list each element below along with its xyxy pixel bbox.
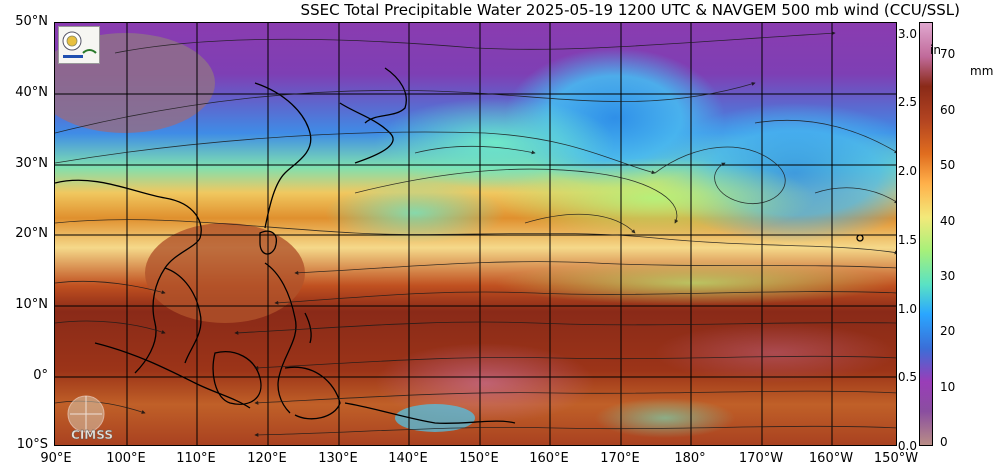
tpw-colorbar	[919, 22, 933, 446]
lat-label-10s: 10°S	[16, 437, 48, 452]
lon-label-150e: 150°E	[459, 451, 499, 466]
lon-label-160w: 160°W	[808, 451, 854, 466]
tpw-map-svg	[55, 23, 896, 445]
lon-label-180: 180°	[674, 451, 706, 466]
mm-tick-40: 40	[940, 214, 956, 228]
map-title: SSEC Total Precipitable Water 2025-05-19…	[300, 1, 960, 19]
lon-label-160e: 160°E	[529, 451, 569, 466]
ssec-badge-icon	[62, 31, 97, 58]
in-tick-1-0: 1.0	[897, 302, 917, 316]
lon-label-120e: 120°E	[247, 451, 287, 466]
in-tick-1-5: 1.5	[897, 233, 917, 247]
mm-tick-60: 60	[940, 103, 956, 117]
lon-label-140e: 140°E	[388, 451, 428, 466]
coastlines	[55, 67, 864, 425]
ssec-badge-logo	[58, 26, 100, 64]
cimss-globe-icon: CIMSS	[67, 395, 113, 442]
in-tick-2-5: 2.5	[897, 95, 917, 109]
lat-label-40n: 40°N	[15, 85, 48, 100]
lat-label-20n: 20°N	[15, 226, 48, 241]
lon-label-170w: 170°W	[738, 451, 784, 466]
mm-tick-70: 70	[940, 47, 956, 61]
lat-label-10n: 10°N	[15, 297, 48, 312]
lat-label-30n: 30°N	[15, 156, 48, 171]
tpw-map-panel	[54, 22, 897, 446]
lon-label-130e: 130°E	[318, 451, 358, 466]
colorbar-unit-mm: mm	[970, 64, 994, 78]
cimss-logo: CIMSS	[56, 392, 128, 444]
mm-tick-50: 50	[940, 158, 956, 172]
graticule	[55, 23, 896, 445]
tpw-features	[55, 33, 896, 438]
wind-streamlines	[55, 31, 896, 437]
lon-label-110e: 110°E	[176, 451, 216, 466]
lat-label-50n: 50°N	[15, 14, 48, 29]
mm-tick-0: 0	[940, 435, 948, 449]
mm-tick-30: 30	[940, 269, 956, 283]
in-tick-0-5: 0.5	[897, 370, 917, 384]
in-tick-2-0: 2.0	[897, 164, 917, 178]
in-tick-0-0: 0.0	[897, 439, 917, 453]
in-tick-3-0: 3.0	[897, 27, 917, 41]
lon-label-100e: 100°E	[106, 451, 146, 466]
cimss-text: CIMSS	[71, 428, 113, 442]
mm-tick-10: 10	[940, 380, 956, 394]
colorbar-unit-in: in	[930, 43, 941, 57]
lon-label-170e: 170°E	[600, 451, 640, 466]
mm-tick-20: 20	[940, 324, 956, 338]
lat-label-0: 0°	[33, 368, 48, 383]
lon-label-90e: 90°E	[40, 451, 72, 466]
lon-label-150w: 150°W	[873, 451, 919, 466]
